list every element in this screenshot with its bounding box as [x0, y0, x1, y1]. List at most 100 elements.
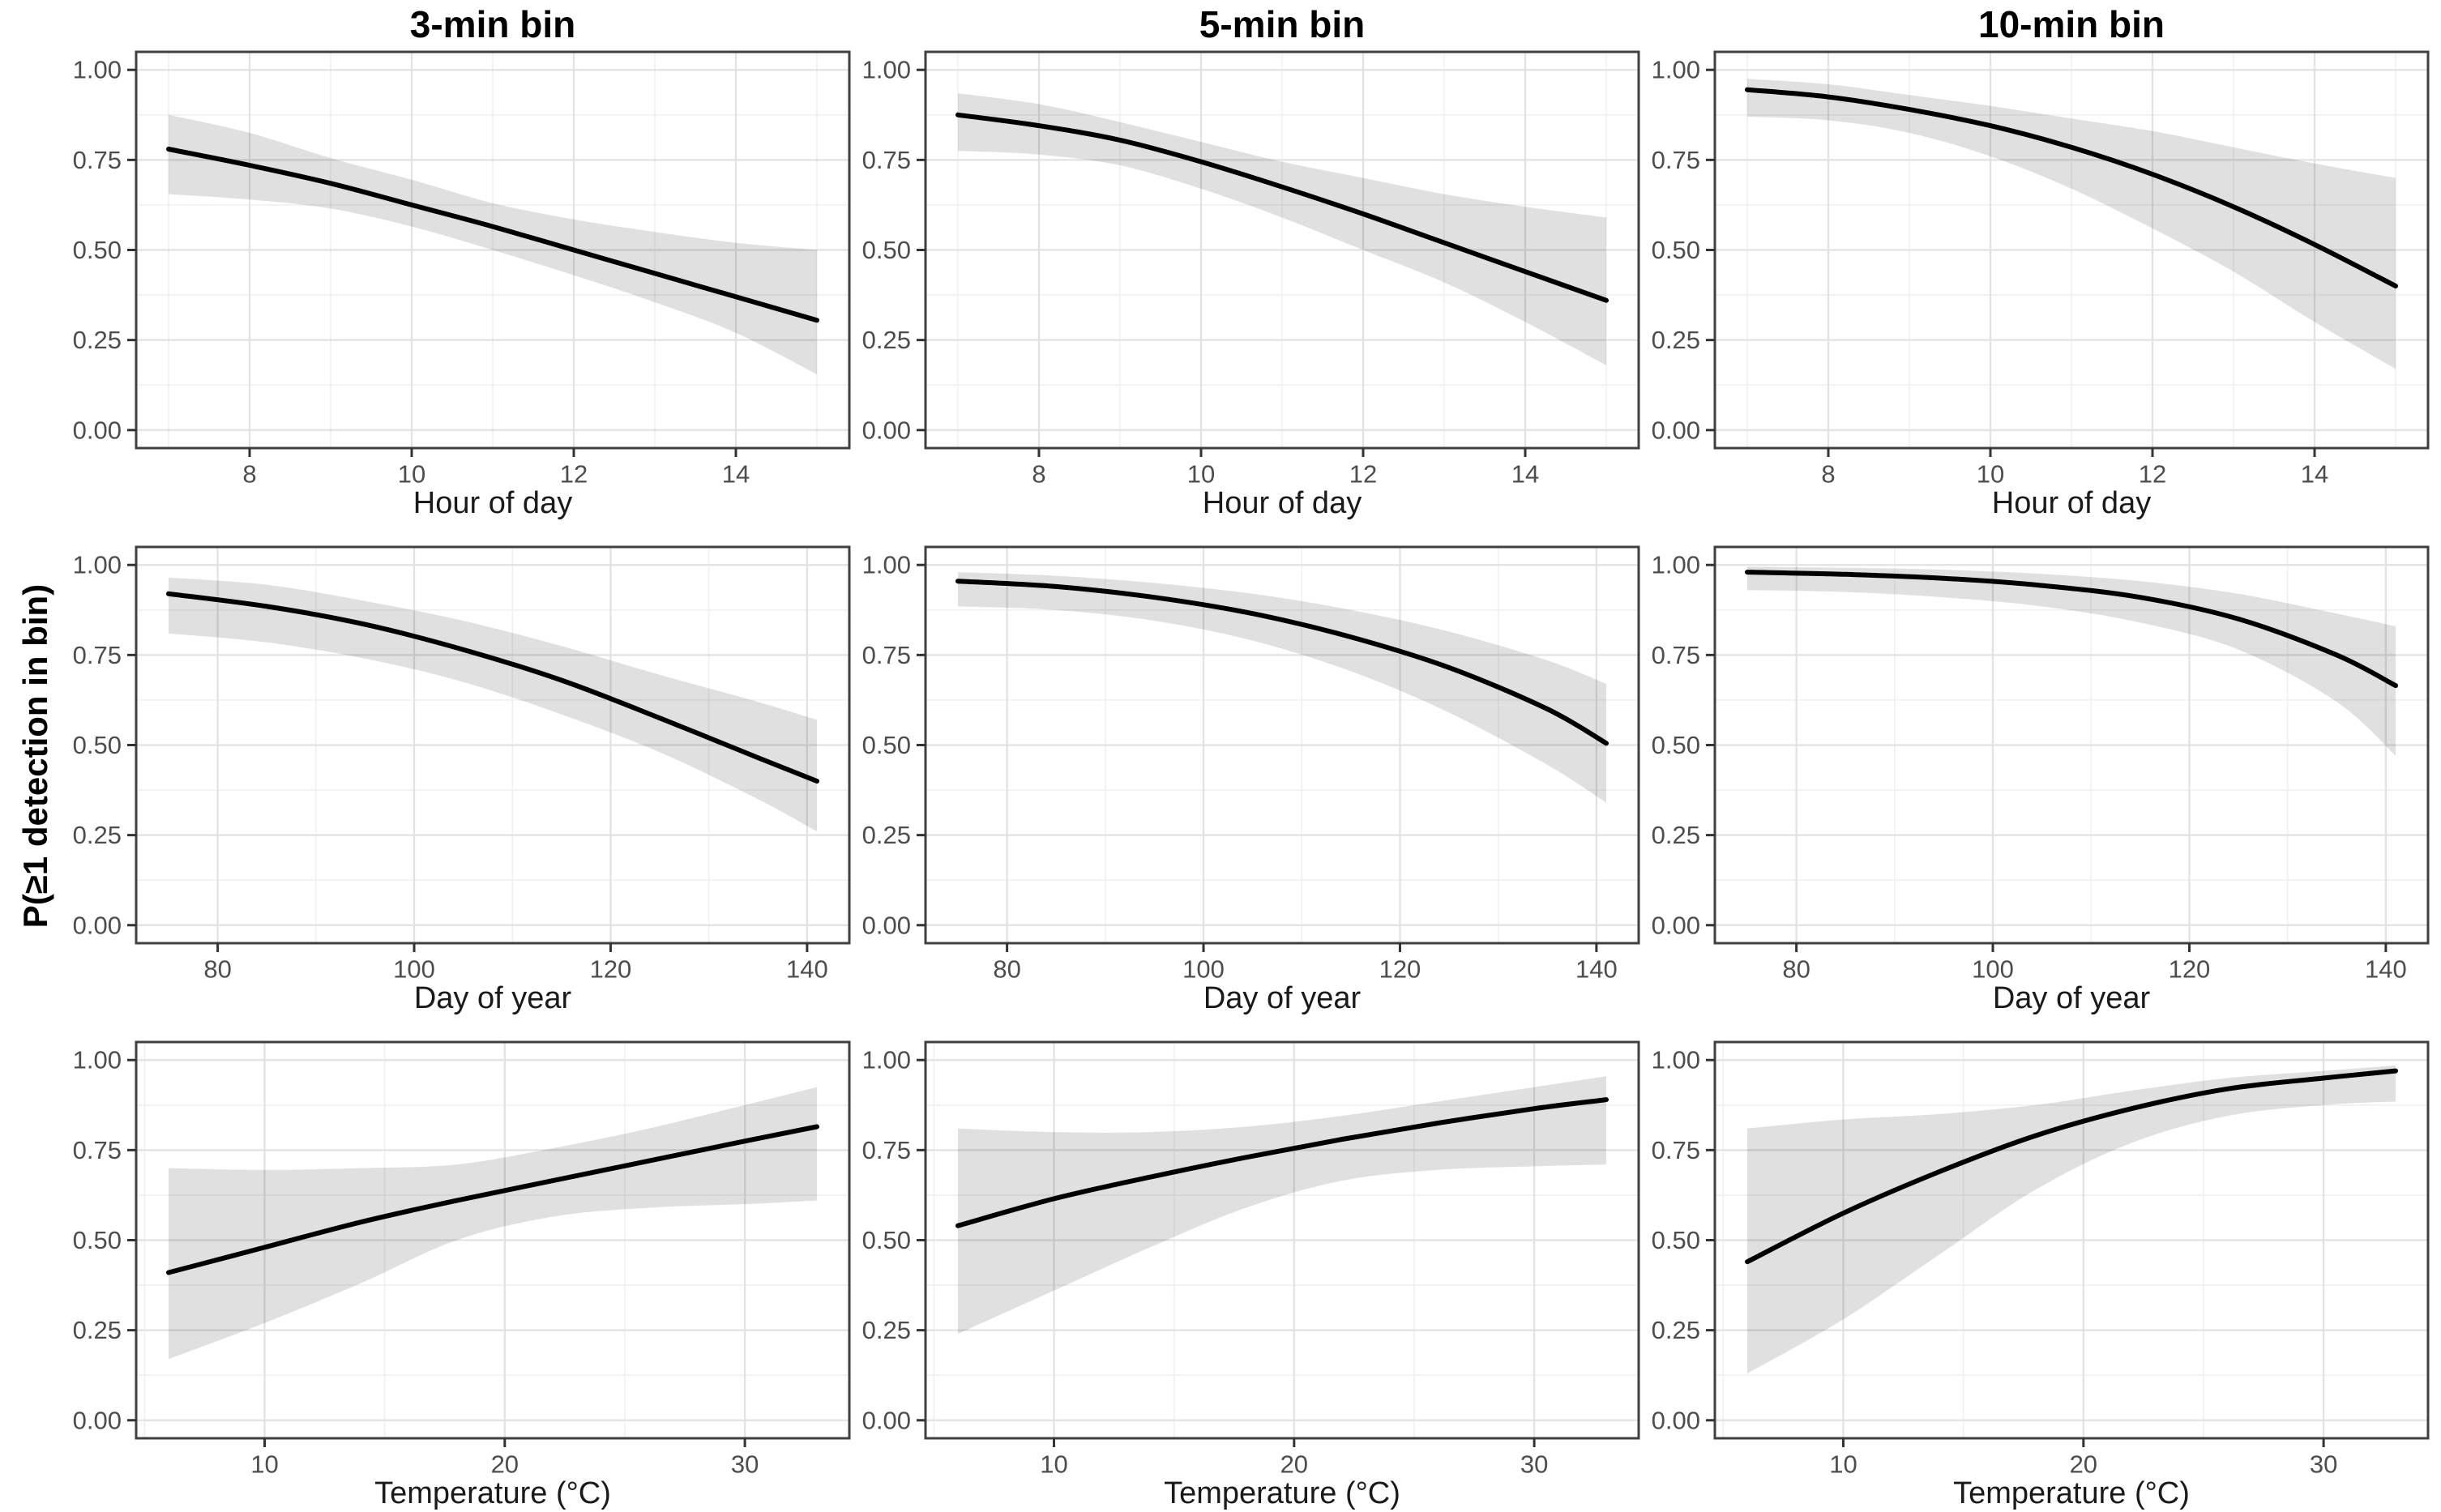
- svg-text:0.25: 0.25: [73, 821, 122, 849]
- svg-text:0.50: 0.50: [862, 236, 911, 264]
- svg-text:0.25: 0.25: [1652, 326, 1700, 354]
- svg-text:100: 100: [1972, 955, 2014, 982]
- panel-cell-temp-5min: 10 20 30 0.00 0.25 0.50 0.75 1.00 Temperature (…: [862, 1019, 1652, 1512]
- svg-text:80: 80: [1782, 955, 1810, 982]
- x-axis-label-day: Day of year: [413, 981, 572, 1015]
- x-axis-label-hour: Hour of day: [1202, 486, 1362, 520]
- svg-text:8: 8: [242, 459, 256, 487]
- svg-text:20: 20: [2070, 1450, 2097, 1477]
- plot-day-5min: 80 100 120 140 0.00 0.25 0.50 0.75 1.00: [862, 545, 1640, 982]
- svg-text:0.75: 0.75: [862, 146, 911, 174]
- svg-text:0.50: 0.50: [1652, 731, 1700, 759]
- svg-text:120: 120: [2169, 955, 2211, 982]
- plot-day-3min: 80 100 120 140 0.00 0.25 0.50 0.75 1.00: [73, 545, 851, 982]
- x-axis-label-temp: Temperature (°C): [374, 1476, 611, 1510]
- svg-text:80: 80: [203, 955, 231, 982]
- svg-text:80: 80: [993, 955, 1020, 982]
- svg-text:0.00: 0.00: [1652, 416, 1700, 444]
- svg-text:1.00: 1.00: [73, 1046, 122, 1074]
- x-axis-label-temp: Temperature (°C): [1953, 1476, 2190, 1510]
- panel-title-10min: 10-min bin: [1977, 3, 2165, 45]
- svg-text:1.00: 1.00: [1652, 551, 1700, 579]
- svg-text:120: 120: [1379, 955, 1421, 982]
- panel-title-3min: 3-min bin: [409, 3, 576, 45]
- svg-text:0.25: 0.25: [73, 1316, 122, 1344]
- svg-text:0.50: 0.50: [73, 1226, 122, 1254]
- svg-text:14: 14: [2301, 459, 2328, 487]
- svg-text:0.00: 0.00: [73, 416, 122, 444]
- svg-text:0.00: 0.00: [862, 911, 911, 939]
- plot-hour-5min: 8 10 12 14 0.00 0.25 0.50 0.75 1.00: [862, 50, 1640, 487]
- svg-text:0.75: 0.75: [73, 146, 122, 174]
- x-axis-label-day: Day of year: [1992, 981, 2151, 1015]
- svg-text:0.50: 0.50: [1652, 236, 1700, 264]
- svg-text:0.75: 0.75: [1652, 641, 1700, 669]
- svg-text:100: 100: [1182, 955, 1225, 982]
- panel-cell-temp-3min: 10 20 30 0.00 0.25 0.50 0.75 1.00 Temperature (…: [73, 1019, 862, 1512]
- svg-text:0.75: 0.75: [73, 1136, 122, 1164]
- svg-text:0.50: 0.50: [862, 1226, 911, 1254]
- svg-text:0.25: 0.25: [73, 326, 122, 354]
- x-axis-label-temp: Temperature (°C): [1164, 1476, 1400, 1510]
- svg-text:30: 30: [2310, 1450, 2337, 1477]
- panel-grid: 3-min bin 8 10 12 14 0.00 0.25 0.50 0.75 1.00 Ho…: [73, 0, 2441, 1512]
- plot-hour-3min: 8 10 12 14 0.00 0.25 0.50 0.75 1.00: [73, 50, 851, 487]
- svg-text:0.00: 0.00: [73, 1406, 122, 1434]
- svg-text:0.50: 0.50: [73, 731, 122, 759]
- panel-title-5min: 5-min bin: [1199, 3, 1366, 45]
- svg-text:1.00: 1.00: [862, 551, 911, 579]
- panel-cell-day-10min: 80 100 120 140 0.00 0.25 0.50 0.75 1.00 Day of y…: [1652, 524, 2441, 1019]
- svg-text:30: 30: [1520, 1450, 1548, 1477]
- x-axis-label-hour: Hour of day: [413, 486, 573, 520]
- svg-text:0.50: 0.50: [1652, 1226, 1700, 1254]
- plot-temp-3min: 10 20 30 0.00 0.25 0.50 0.75 1.00: [73, 1040, 851, 1477]
- svg-text:1.00: 1.00: [1652, 56, 1700, 84]
- x-axis-label-hour: Hour of day: [1991, 486, 2152, 520]
- svg-text:1.00: 1.00: [862, 1046, 911, 1074]
- svg-text:20: 20: [1280, 1450, 1308, 1477]
- svg-text:0.25: 0.25: [862, 821, 911, 849]
- svg-text:14: 14: [722, 459, 750, 487]
- svg-text:20: 20: [491, 1450, 519, 1477]
- svg-text:0.00: 0.00: [862, 1406, 911, 1434]
- svg-text:12: 12: [1349, 459, 1377, 487]
- svg-text:12: 12: [2139, 459, 2166, 487]
- svg-text:12: 12: [560, 459, 588, 487]
- svg-text:0.50: 0.50: [862, 731, 911, 759]
- svg-text:1.00: 1.00: [73, 56, 122, 84]
- svg-text:14: 14: [1511, 459, 1539, 487]
- svg-text:0.75: 0.75: [1652, 146, 1700, 174]
- x-axis-label-day: Day of year: [1203, 981, 1362, 1015]
- svg-text:0.00: 0.00: [73, 911, 122, 939]
- svg-text:100: 100: [393, 955, 435, 982]
- svg-text:0.00: 0.00: [1652, 1406, 1700, 1434]
- svg-text:8: 8: [1821, 459, 1835, 487]
- svg-text:140: 140: [1575, 955, 1618, 982]
- svg-text:0.25: 0.25: [1652, 1316, 1700, 1344]
- panel-cell-temp-10min: 10 20 30 0.00 0.25 0.50 0.75 1.00 Temperature (…: [1652, 1019, 2441, 1512]
- svg-text:0.25: 0.25: [862, 1316, 911, 1344]
- y-axis-label: P(≥1 detection in bin): [16, 583, 54, 929]
- svg-text:10: 10: [1829, 1450, 1857, 1477]
- plot-day-10min: 80 100 120 140 0.00 0.25 0.50 0.75 1.00: [1652, 545, 2430, 982]
- svg-text:30: 30: [731, 1450, 759, 1477]
- svg-text:0.00: 0.00: [1652, 911, 1700, 939]
- svg-text:10: 10: [250, 1450, 278, 1477]
- svg-text:10: 10: [1977, 459, 2004, 487]
- svg-text:0.75: 0.75: [1652, 1136, 1700, 1164]
- svg-text:0.00: 0.00: [862, 416, 911, 444]
- svg-text:1.00: 1.00: [1652, 1046, 1700, 1074]
- panel-cell-day-3min: 80 100 120 140 0.00 0.25 0.50 0.75 1.00 Day of y…: [73, 524, 862, 1019]
- svg-text:0.75: 0.75: [73, 641, 122, 669]
- plot-temp-10min: 10 20 30 0.00 0.25 0.50 0.75 1.00: [1652, 1040, 2430, 1477]
- svg-text:140: 140: [786, 955, 828, 982]
- svg-text:0.25: 0.25: [1652, 821, 1700, 849]
- svg-text:120: 120: [590, 955, 632, 982]
- svg-text:0.75: 0.75: [862, 641, 911, 669]
- svg-text:140: 140: [2365, 955, 2407, 982]
- svg-text:1.00: 1.00: [862, 56, 911, 84]
- svg-text:0.75: 0.75: [862, 1136, 911, 1164]
- plot-temp-5min: 10 20 30 0.00 0.25 0.50 0.75 1.00: [862, 1040, 1640, 1477]
- plot-hour-10min: 8 10 12 14 0.00 0.25 0.50 0.75 1.00: [1652, 50, 2430, 487]
